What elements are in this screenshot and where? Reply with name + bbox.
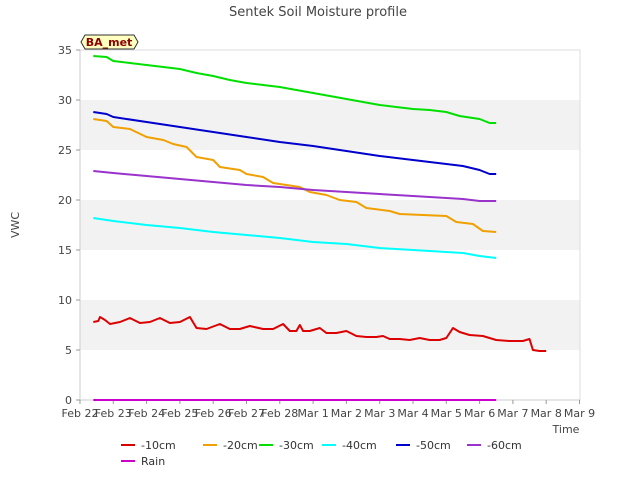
x-tick-label: Feb 25 <box>161 407 198 420</box>
y-tick-label: 20 <box>58 194 72 207</box>
series-line-20cm <box>93 118 497 233</box>
x-tick-label: Mar 6 <box>464 407 495 420</box>
x-tick-label: Feb 26 <box>195 407 232 420</box>
x-axis-label: Time <box>552 423 580 436</box>
x-tick-label: Mar 4 <box>397 407 428 420</box>
grid-band <box>80 50 580 100</box>
series-line-60cm <box>93 170 497 202</box>
y-tick-label: 30 <box>58 94 72 107</box>
x-tick-label: Feb 28 <box>261 407 298 420</box>
grid-band <box>80 350 580 400</box>
legend-label: -50cm <box>416 439 451 452</box>
grid-band <box>80 200 580 250</box>
legend-label: -60cm <box>487 439 522 452</box>
grid-band <box>80 300 580 350</box>
legend-label: -20cm <box>223 439 258 452</box>
y-tick-label: 15 <box>58 244 72 257</box>
x-tick-label: Mar 9 <box>564 407 595 420</box>
legend: -10cm -20cm -30cm -40cm -50cm -60cm Rain <box>121 439 522 468</box>
chart-title: Sentek Soil Moisture profile <box>229 5 407 20</box>
series-layer <box>93 55 547 401</box>
x-tick-label: Feb 22 <box>62 407 99 420</box>
series-line-40cm <box>93 217 497 259</box>
x-tick-label: Mar 8 <box>531 407 562 420</box>
grid-band <box>80 250 580 300</box>
x-tick-label: Mar 7 <box>497 407 528 420</box>
x-tick-label: Feb 23 <box>95 407 132 420</box>
legend-label: Rain <box>141 455 165 468</box>
x-tick-label: Feb 24 <box>128 407 165 420</box>
badge-label: BA_met <box>86 36 133 49</box>
legend-label: -40cm <box>342 439 377 452</box>
y-tick-label: 35 <box>58 44 72 57</box>
series-line-10cm <box>93 316 547 352</box>
y-tick-label: 10 <box>58 294 72 307</box>
x-tick-label: Mar 1 <box>297 407 328 420</box>
y-tick-label: 0 <box>65 394 72 407</box>
y-tick-label: 25 <box>58 144 72 157</box>
x-tick-label: Feb 27 <box>228 407 265 420</box>
badge-shape <box>80 34 139 50</box>
y-axis-label: VWC <box>9 212 22 238</box>
x-tick-label: Mar 2 <box>331 407 362 420</box>
series-line-50cm <box>93 111 497 175</box>
x-tick-label: Mar 5 <box>431 407 462 420</box>
y-tick-label: 5 <box>65 344 72 357</box>
legend-label: -30cm <box>279 439 314 452</box>
series-line-30cm <box>93 55 497 124</box>
station-badge: BA_met <box>80 34 139 50</box>
grid-band <box>80 100 580 150</box>
grid-band <box>80 150 580 200</box>
y-axis: 0 5 10 15 20 25 30 35 <box>58 44 81 407</box>
legend-label: -10cm <box>141 439 176 452</box>
x-tick-label: Mar 3 <box>364 407 395 420</box>
